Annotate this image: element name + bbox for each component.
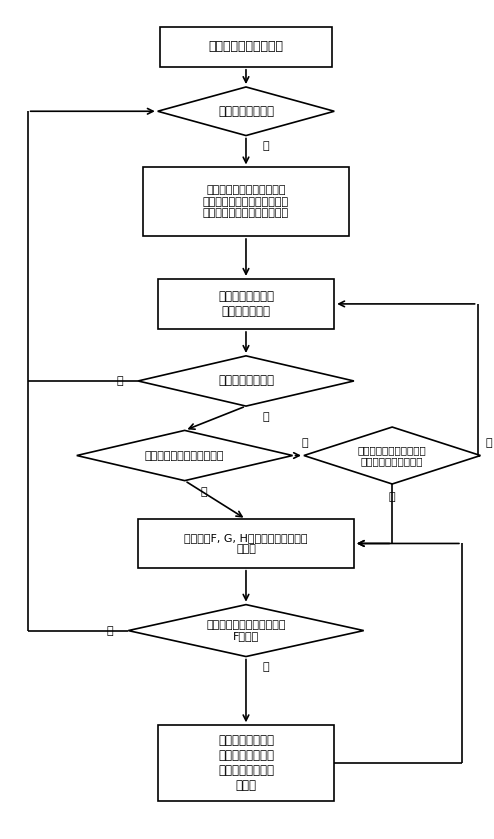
Polygon shape bbox=[158, 87, 334, 136]
Text: 从开启列表中找趪值最小的
点，作为当前点，并从开启列
表中删除，增加到关闭列表中: 从开启列表中找趪值最小的 点，作为当前点，并从开启列 表中删除，增加到关闭列表中 bbox=[203, 185, 289, 218]
Text: 否: 否 bbox=[262, 142, 269, 151]
Text: 是: 是 bbox=[117, 376, 124, 386]
Text: 否: 否 bbox=[262, 412, 269, 422]
Text: 是: 是 bbox=[389, 492, 396, 503]
FancyBboxPatch shape bbox=[158, 279, 334, 329]
Polygon shape bbox=[304, 427, 481, 484]
Text: 否: 否 bbox=[486, 438, 492, 448]
Polygon shape bbox=[128, 605, 364, 657]
Text: 否: 否 bbox=[107, 626, 114, 636]
Text: 终点加入开启列表中且终点
F值最小: 终点加入开启列表中且终点 F值最小 bbox=[206, 620, 286, 641]
FancyBboxPatch shape bbox=[160, 27, 332, 67]
Text: 开启列表是否为空: 开启列表是否为空 bbox=[218, 105, 274, 117]
Polygon shape bbox=[138, 356, 354, 406]
Text: 是: 是 bbox=[262, 663, 269, 672]
FancyBboxPatch shape bbox=[143, 167, 349, 236]
Text: 是: 是 bbox=[301, 438, 308, 448]
FancyBboxPatch shape bbox=[138, 519, 354, 568]
Text: 邻居节点是否在开启列表中: 邻居节点是否在开启列表中 bbox=[145, 451, 224, 461]
Text: 集合是否遍历完成: 集合是否遍历完成 bbox=[218, 374, 274, 388]
Text: 起点加入到开启列表中: 起点加入到开启列表中 bbox=[208, 40, 284, 53]
Text: 根据终点的父节点
依次往上遍历直到
找到起点，即为最
短路径: 根据终点的父节点 依次往上遍历直到 找到起点，即为最 短路径 bbox=[218, 734, 274, 792]
Text: 获得当前点可到达
邻层节点的集合: 获得当前点可到达 邻层节点的集合 bbox=[218, 290, 274, 318]
FancyBboxPatch shape bbox=[158, 725, 334, 800]
Polygon shape bbox=[77, 430, 292, 481]
Text: 计算该点F, G, H，并设置父节点为当
前节点: 计算该点F, G, H，并设置父节点为当 前节点 bbox=[184, 533, 308, 555]
Text: 从起点经过当前点到邻居
点的实际代价是否更小: 从起点经过当前点到邻居 点的实际代价是否更小 bbox=[358, 445, 426, 466]
Text: 否: 否 bbox=[201, 487, 207, 497]
